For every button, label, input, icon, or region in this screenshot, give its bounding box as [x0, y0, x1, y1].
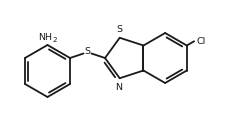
Text: N: N: [115, 83, 122, 92]
Text: NH: NH: [38, 33, 52, 42]
Text: S: S: [116, 25, 122, 34]
Text: S: S: [84, 47, 90, 57]
Text: 2: 2: [52, 36, 57, 43]
Text: Cl: Cl: [195, 37, 205, 46]
